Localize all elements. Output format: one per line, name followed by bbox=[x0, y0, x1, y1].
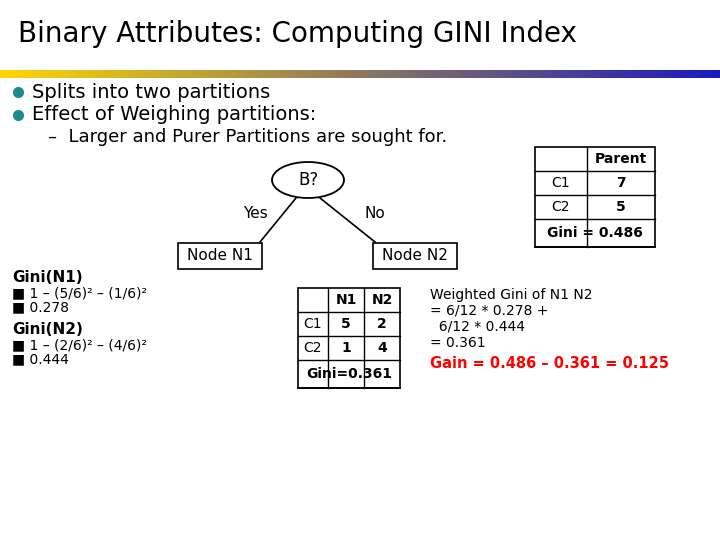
Text: 2: 2 bbox=[377, 317, 387, 331]
Text: Gini = 0.486: Gini = 0.486 bbox=[547, 226, 643, 240]
Text: N1: N1 bbox=[336, 293, 356, 307]
Bar bbox=[373, 243, 457, 269]
Text: –  Larger and Purer Partitions are sought for.: – Larger and Purer Partitions are sought… bbox=[48, 128, 447, 146]
Text: Gini=0.361: Gini=0.361 bbox=[306, 367, 392, 381]
Text: N2: N2 bbox=[372, 293, 392, 307]
Text: Gini(N2): Gini(N2) bbox=[12, 322, 83, 337]
Bar bbox=[535, 147, 655, 247]
Text: ■ 0.444: ■ 0.444 bbox=[12, 352, 69, 366]
Text: Node N2: Node N2 bbox=[382, 248, 448, 264]
Ellipse shape bbox=[272, 162, 344, 198]
Text: = 0.361: = 0.361 bbox=[430, 336, 485, 350]
Text: Parent: Parent bbox=[595, 152, 647, 166]
Text: Gain = 0.486 – 0.361 = 0.125: Gain = 0.486 – 0.361 = 0.125 bbox=[430, 356, 669, 371]
Text: C1: C1 bbox=[304, 317, 323, 331]
Text: Gini(N1): Gini(N1) bbox=[12, 270, 83, 285]
Text: 4: 4 bbox=[377, 341, 387, 355]
Text: 6/12 * 0.444: 6/12 * 0.444 bbox=[430, 320, 525, 334]
Text: Effect of Weighing partitions:: Effect of Weighing partitions: bbox=[32, 105, 316, 125]
Text: Node N1: Node N1 bbox=[187, 248, 253, 264]
Text: Binary Attributes: Computing GINI Index: Binary Attributes: Computing GINI Index bbox=[18, 20, 577, 48]
Text: ■ 0.278: ■ 0.278 bbox=[12, 300, 69, 314]
Text: C1: C1 bbox=[552, 176, 570, 190]
Text: Weighted Gini of N1 N2: Weighted Gini of N1 N2 bbox=[430, 288, 593, 302]
Text: Yes: Yes bbox=[243, 206, 267, 220]
Text: 5: 5 bbox=[616, 200, 626, 214]
Text: C2: C2 bbox=[552, 200, 570, 214]
Bar bbox=[178, 243, 262, 269]
Text: C2: C2 bbox=[304, 341, 323, 355]
Text: B?: B? bbox=[298, 171, 318, 189]
Text: 5: 5 bbox=[341, 317, 351, 331]
Text: No: No bbox=[364, 206, 385, 220]
Text: ■ 1 – (2/6)² – (4/6)²: ■ 1 – (2/6)² – (4/6)² bbox=[12, 338, 147, 352]
Text: ■ 1 – (5/6)² – (1/6)²: ■ 1 – (5/6)² – (1/6)² bbox=[12, 286, 147, 300]
Text: 1: 1 bbox=[341, 341, 351, 355]
Text: 7: 7 bbox=[616, 176, 626, 190]
Text: = 6/12 * 0.278 +: = 6/12 * 0.278 + bbox=[430, 304, 549, 318]
Text: Splits into two partitions: Splits into two partitions bbox=[32, 83, 270, 102]
Bar bbox=[298, 288, 400, 388]
